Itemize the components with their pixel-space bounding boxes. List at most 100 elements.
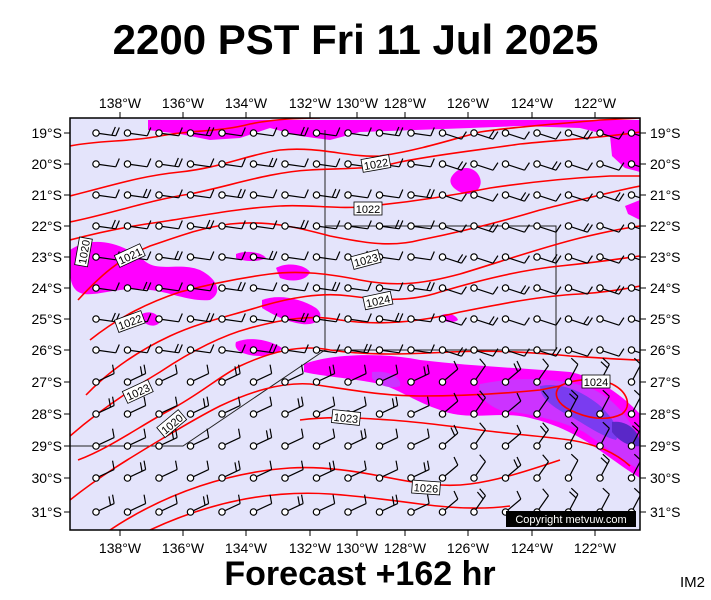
latitude-label: 28°S — [31, 406, 62, 422]
wind-barb — [155, 313, 183, 323]
wind-barb — [186, 494, 210, 516]
wind-barb — [155, 220, 183, 230]
wind-barb — [92, 126, 120, 137]
wind-barb — [312, 188, 341, 199]
wind-barb — [407, 281, 435, 292]
longitude-label: 128°W — [384, 95, 427, 111]
wind-barb — [92, 282, 120, 292]
wind-barb — [155, 428, 178, 450]
latitude-label: 29°S — [31, 438, 62, 454]
map-ocean — [70, 118, 640, 530]
wind-barb — [375, 364, 399, 386]
longitude-label: 122°W — [574, 540, 617, 556]
wind-barb — [186, 282, 215, 292]
wind-barb — [470, 191, 499, 202]
wind-barb — [596, 284, 625, 295]
wind-barb — [596, 453, 610, 482]
wind-barb — [533, 390, 549, 418]
latitude-label: 19°S — [31, 125, 62, 141]
latitude-label: 24°S — [31, 280, 62, 296]
isobar-label-1026: 1026 — [413, 482, 438, 496]
wind-barb — [312, 281, 341, 292]
wind-barb — [438, 129, 467, 140]
wind-barb — [186, 219, 215, 230]
wind-barb — [344, 189, 372, 199]
latitude-label: 22°S — [650, 218, 681, 234]
wind-barb — [533, 315, 562, 326]
wind-barb — [344, 282, 372, 292]
wind-barb — [627, 191, 640, 199]
wind-barb — [92, 428, 115, 450]
wind-barb — [564, 129, 593, 140]
wind-barb — [375, 460, 399, 482]
wind-barb — [438, 360, 459, 386]
map-frame — [69, 117, 641, 531]
wind-barb — [249, 494, 273, 516]
wind-barb — [92, 494, 115, 516]
wind-barb — [218, 396, 241, 418]
wind-barb — [470, 422, 486, 450]
wind-barb — [249, 396, 273, 418]
latitude-label: 27°S — [31, 374, 62, 390]
wind-barb — [407, 220, 435, 230]
wind-barb — [407, 428, 430, 450]
latitude-labels-left: 19°S 20°S 21°S 22°S 23°S 24°S 25°S 26°S 27°S 28°S… — [31, 125, 62, 520]
wind-barb — [375, 494, 399, 516]
wind-barb — [312, 396, 336, 418]
wind-barb — [281, 251, 309, 261]
wind-barb — [627, 129, 640, 137]
wind-barb — [564, 315, 593, 326]
wind-barb — [186, 364, 210, 386]
longitude-label: 130°W — [336, 540, 379, 556]
wind-barb — [627, 284, 640, 292]
longitude-label: 122°W — [574, 95, 617, 111]
wind-barb — [155, 460, 178, 482]
wind-barb — [92, 219, 120, 230]
wind-barb — [344, 127, 372, 137]
isobar-label-1022: 1022 — [363, 157, 389, 173]
copyright-text: Copyright metvuw.com — [515, 514, 626, 526]
latitude-label: 21°S — [31, 187, 62, 203]
wind-barb — [627, 253, 640, 261]
wind-barb — [470, 222, 499, 233]
wind-barb — [281, 158, 309, 168]
wind-barb — [186, 344, 215, 354]
wind-barb — [596, 389, 610, 418]
longitude-label: 130°W — [336, 95, 379, 111]
wind-barb — [123, 494, 147, 516]
wind-barb — [218, 344, 246, 354]
wind-barb — [123, 460, 147, 482]
wind-barb — [281, 460, 304, 482]
wind-barb — [218, 460, 241, 482]
wind-barb — [281, 494, 304, 516]
wind-barb — [312, 313, 341, 323]
wind-barb — [564, 160, 593, 171]
wind-barb — [344, 364, 367, 386]
wind-barb — [438, 160, 467, 171]
latitude-label: 22°S — [31, 218, 62, 234]
wind-barb — [123, 220, 152, 230]
longitude-label: 134°W — [225, 95, 268, 111]
wind-barb — [344, 313, 372, 323]
wind-barb — [564, 346, 593, 357]
longitude-label: 132°W — [289, 95, 332, 111]
wind-barb — [344, 428, 367, 450]
wind-barb — [344, 460, 367, 482]
wind-barb — [596, 160, 625, 171]
wind-barb — [501, 129, 530, 140]
wind-barb — [596, 129, 625, 140]
wind-barb — [281, 282, 309, 292]
wind-barb — [155, 250, 183, 261]
wind-barb — [92, 460, 115, 482]
wind-barb — [407, 344, 435, 354]
wind-barb — [501, 456, 522, 482]
wind-barb — [155, 189, 183, 199]
wind-barb — [375, 189, 404, 199]
latitude-label: 30°S — [650, 470, 681, 486]
wind-barb — [564, 389, 579, 418]
wind-barb — [501, 160, 530, 171]
latitude-label: 30°S — [31, 470, 62, 486]
wind-barb — [470, 390, 486, 418]
latitude-label: 25°S — [650, 311, 681, 327]
wind-barb — [312, 428, 336, 450]
